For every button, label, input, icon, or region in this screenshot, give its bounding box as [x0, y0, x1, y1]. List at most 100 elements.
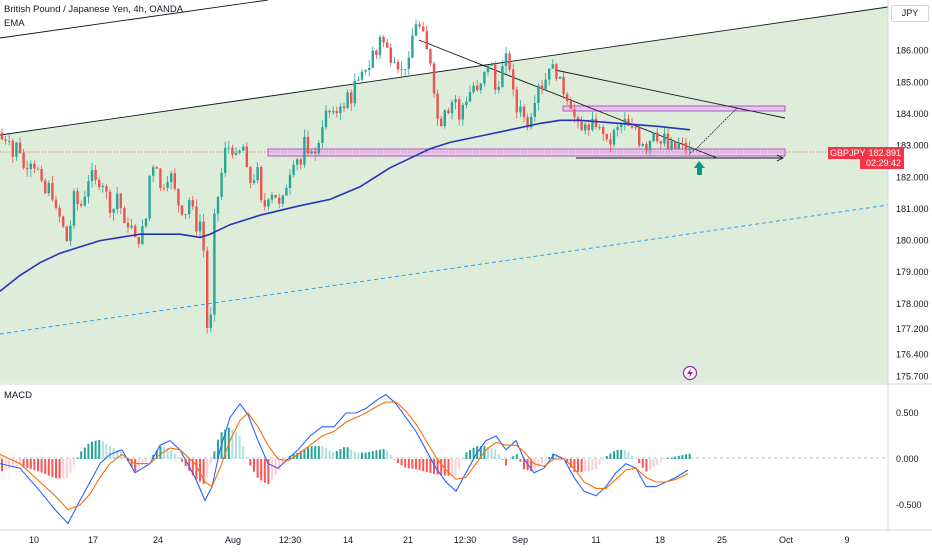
candle-body: [15, 142, 18, 157]
support-arrow-head: [776, 154, 785, 162]
macd-histogram-bar: [505, 459, 507, 466]
macd-histogram-bar: [393, 459, 396, 460]
candle-body: [321, 127, 324, 143]
candle-body: [656, 132, 659, 142]
macd-histogram-bar: [69, 459, 72, 474]
macd-histogram-bar: [195, 459, 198, 480]
macd-histogram-bar: [159, 446, 162, 459]
macd-histogram-bar: [587, 459, 590, 471]
macd-histogram-bar: [584, 459, 587, 472]
time-axis-ticks: 10 17 24 Aug 12:30 14 21 12:30 Sep 11 18 25 Oct 9: [29, 535, 850, 545]
time-tick-label: Aug: [225, 535, 241, 545]
macd-histogram-bar: [328, 450, 331, 459]
candle-body: [386, 42, 389, 48]
candle-body: [418, 24, 421, 27]
macd-histogram-bar: [515, 454, 518, 459]
candle-body: [447, 110, 450, 114]
macd-histogram-bar: [343, 447, 345, 459]
candle-body: [213, 213, 216, 315]
macd-histogram-bar: [685, 454, 687, 459]
signal-line: [0, 401, 689, 511]
candle-body: [227, 147, 230, 149]
candle-body: [94, 170, 97, 180]
macd-histogram-bar: [436, 459, 439, 475]
macd-histogram-bar: [184, 459, 187, 467]
macd-histogram-bar: [479, 446, 482, 459]
macd-histogram-bar: [397, 459, 399, 463]
candle-body: [11, 140, 14, 157]
macd-histogram-bar: [278, 459, 281, 470]
macd-line: [0, 393, 689, 525]
candle-body: [270, 194, 274, 200]
candle-body: [526, 117, 529, 128]
macd-histogram-bar: [573, 459, 576, 472]
macd-histogram-bar: [303, 449, 306, 459]
macd-histogram-bar: [173, 453, 176, 459]
macd-histogram-bar: [177, 457, 180, 459]
macd-histogram-bar: [523, 459, 525, 470]
macd-histogram-bar: [188, 459, 191, 471]
channel-upper-line: [0, 6, 889, 136]
candle-body: [324, 110, 328, 128]
macd-histogram-bar: [58, 459, 61, 479]
candle-body: [303, 136, 306, 165]
time-tick-label: 18: [655, 535, 665, 545]
macd-histogram-bar: [310, 446, 313, 459]
macd-histogram-bar: [26, 459, 29, 468]
candle-body: [252, 180, 256, 183]
macd-histogram-bar: [389, 454, 392, 459]
macd-histogram-bar: [400, 459, 403, 466]
candle-body: [191, 200, 194, 207]
time-tick-label: 12:30: [279, 535, 302, 545]
bullish-arrow: [694, 161, 705, 175]
macd-histogram-bar: [623, 450, 626, 459]
macd-axis-ticks: 0.500 0.000 -0.500: [896, 408, 922, 510]
candle-body: [436, 93, 439, 119]
candle-body: [674, 141, 677, 149]
macd-histogram-bar: [652, 459, 655, 467]
candle-body: [404, 68, 407, 70]
candle-body: [461, 104, 464, 120]
candle-body: [288, 175, 292, 188]
macd-histogram-bar: [371, 451, 374, 459]
macd-histogram-bar: [461, 459, 464, 460]
candle-body: [195, 206, 198, 232]
candle-body: [544, 79, 547, 90]
lightning-icon[interactable]: [682, 365, 698, 381]
macd-histogram-bar: [181, 459, 183, 462]
candle-body: [245, 146, 248, 168]
candle-body: [465, 101, 468, 105]
candle-body: [317, 143, 320, 154]
upper-parallel-line: [0, 0, 269, 39]
candle-body: [378, 36, 382, 56]
macd-histogram-bar: [501, 459, 504, 460]
candle-body: [123, 208, 126, 224]
candle-body: [184, 214, 187, 215]
candle-body: [393, 61, 396, 63]
candle-body: [134, 225, 137, 238]
candle-body: [562, 76, 565, 95]
candle-body: [443, 110, 446, 127]
macd-histogram-bar: [465, 452, 468, 459]
currency-box[interactable]: JPY: [891, 5, 929, 22]
candle-body: [69, 225, 72, 242]
candle-body: [425, 31, 428, 50]
candle-body: [80, 203, 83, 206]
macd-histogram-bar: [688, 453, 691, 459]
macd-histogram-bar: [260, 459, 263, 481]
candle-body: [620, 124, 623, 127]
candle-body: [616, 126, 619, 131]
macd-histogram-bar: [55, 459, 57, 479]
macd-histogram-bar: [519, 459, 522, 462]
time-tick-label: 25: [717, 535, 727, 545]
macd-histogram-bar: [627, 452, 630, 459]
candle-body: [566, 94, 569, 102]
macd-histogram-bar: [123, 456, 126, 459]
candle-body: [630, 125, 634, 128]
candle-body: [144, 218, 148, 227]
macd-histogram-bar: [8, 459, 11, 469]
candle-body: [353, 80, 356, 104]
macd-histogram-bar: [40, 459, 43, 473]
